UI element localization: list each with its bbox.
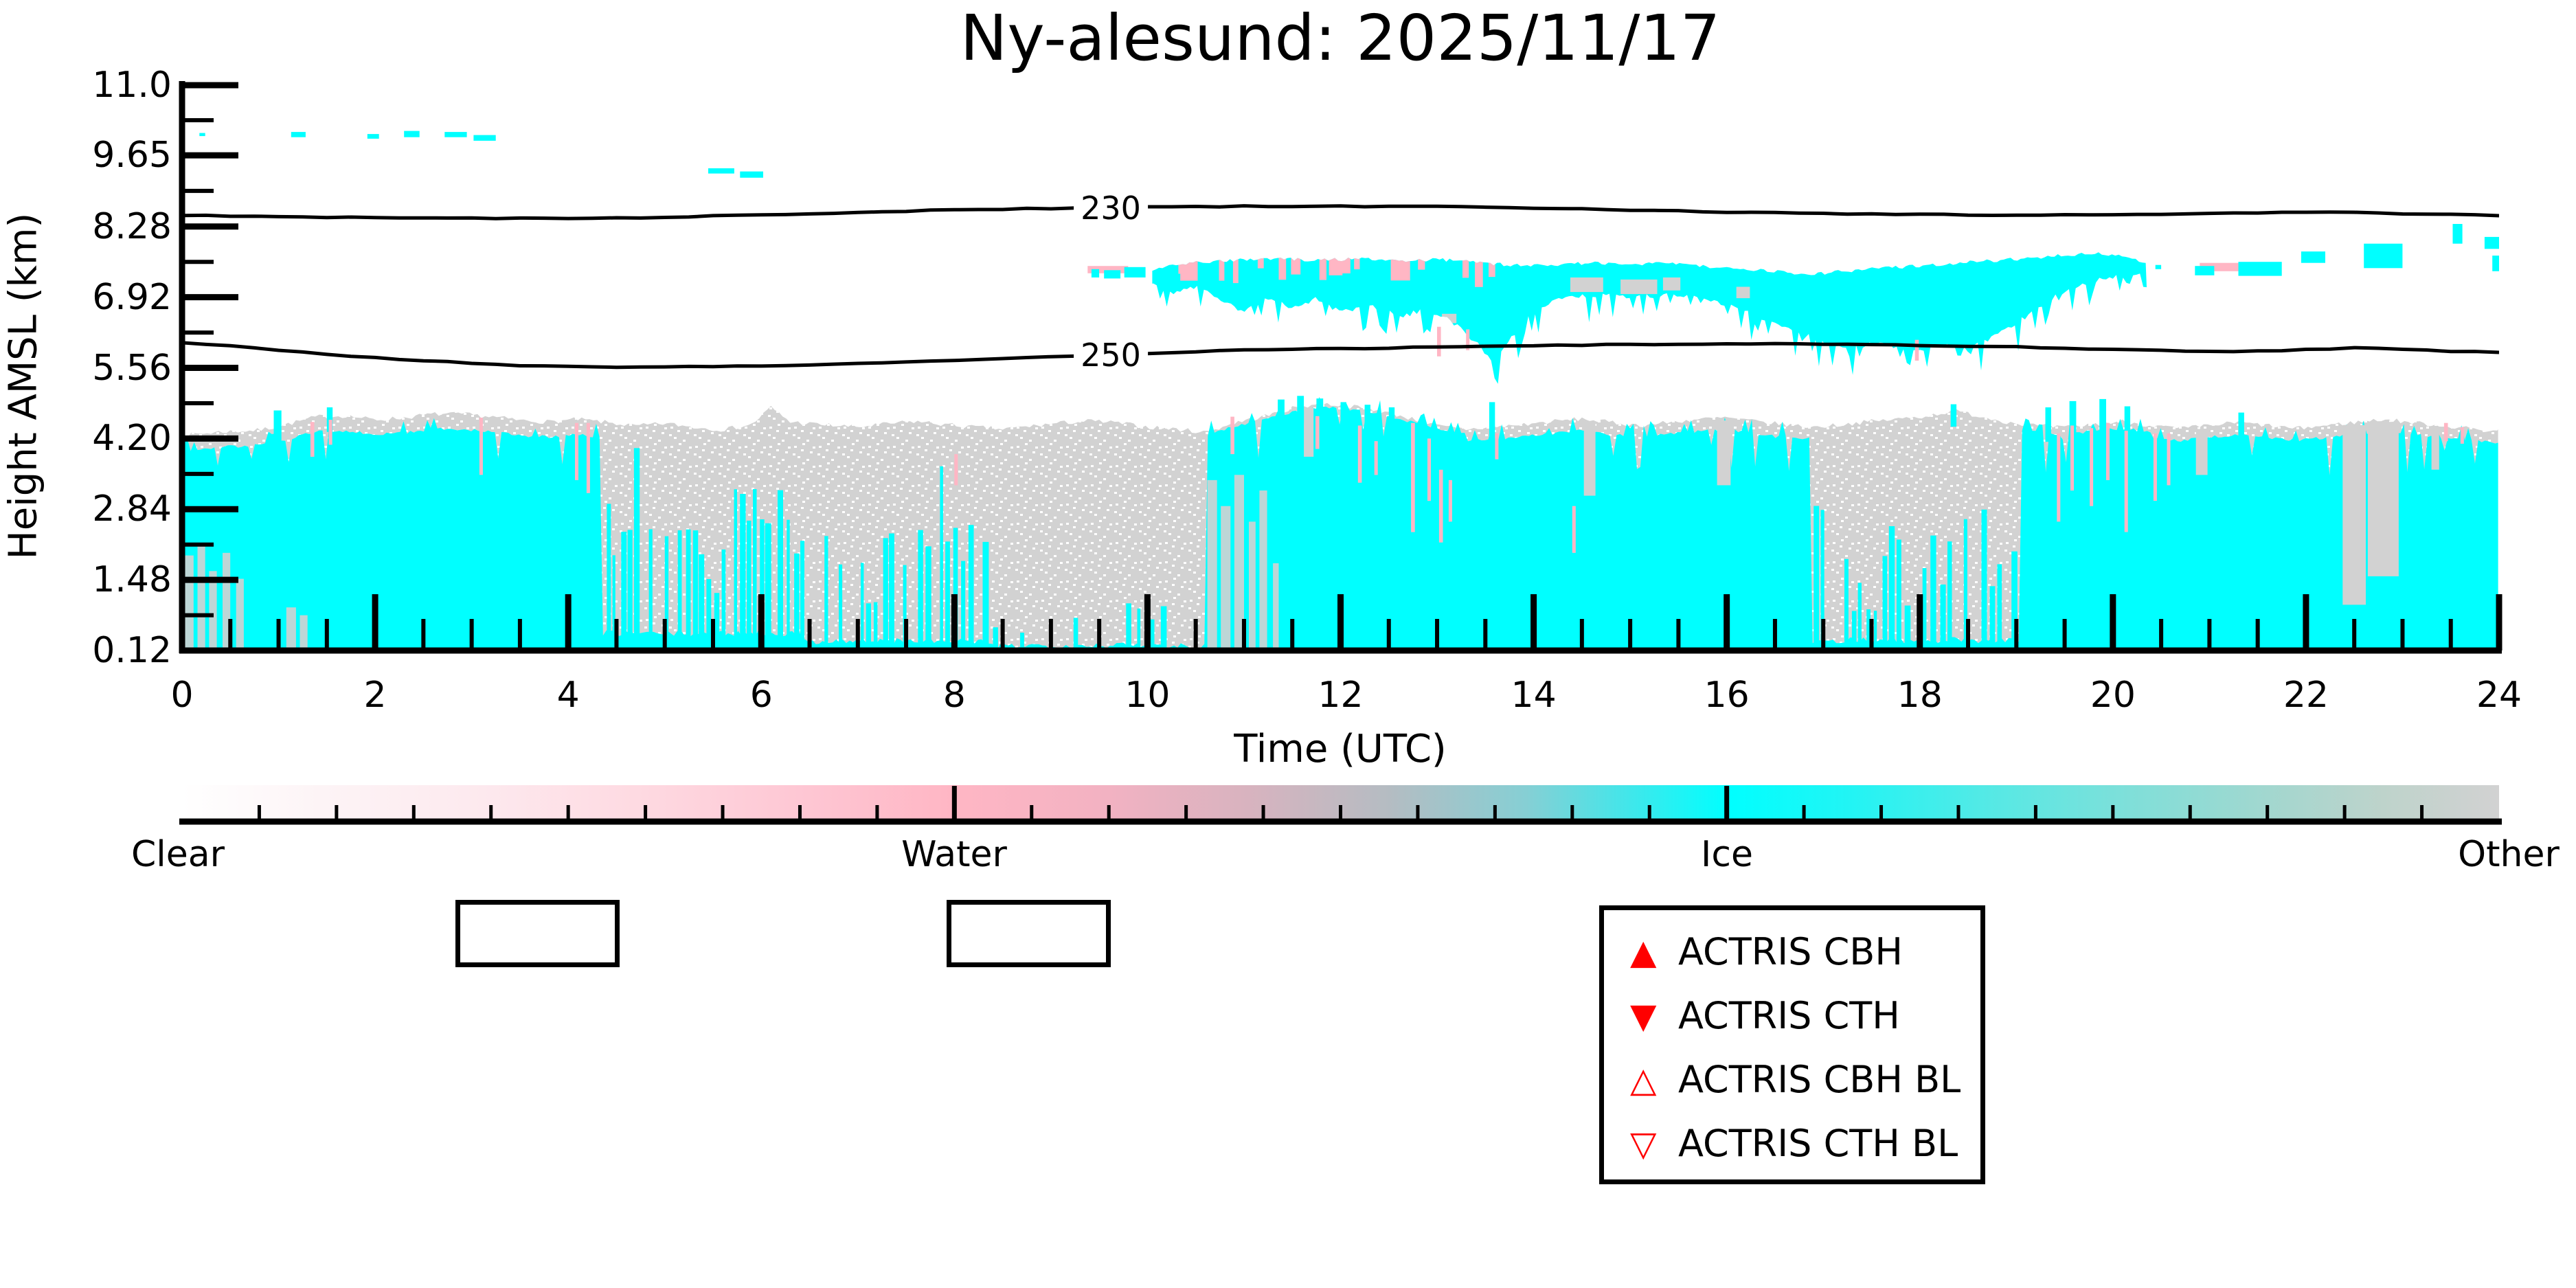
plot-title: Ny-alesund: 2025/11/17 (960, 1, 1721, 75)
y-tick-label-9.65: 9.65 (92, 135, 172, 177)
contour-label-230: 230 (1074, 190, 1148, 227)
legend-item-actris-cth: ▼ ACTRIS CTH (1630, 984, 1980, 1048)
x-tick-label-10: 10 (1125, 675, 1171, 716)
triangle-down-filled-icon: ▼ (1630, 995, 1657, 1036)
y-tick-label-0.12: 0.12 (92, 630, 172, 671)
cloud-field (183, 131, 2499, 651)
legend-item-actris-cbh: ▲ ACTRIS CBH (1630, 920, 1980, 984)
x-tick-label-6: 6 (749, 675, 773, 716)
x-tick-label-0: 0 (170, 675, 194, 716)
temp-contour-230 (182, 204, 2499, 221)
ice-streak-columns (607, 448, 2018, 651)
temp-contour-250 (182, 341, 2499, 370)
x-tick-label-8: 8 (942, 675, 966, 716)
x-tick-label-24: 24 (2476, 675, 2522, 716)
x-tick-label-20: 20 (2090, 675, 2136, 716)
colorbar-label-ice: Ice (1701, 834, 1753, 875)
mid-cloud-fragments (199, 131, 2499, 361)
axes (179, 81, 2502, 654)
other-columns (185, 408, 2439, 651)
x-tick-label-22: 22 (2283, 675, 2329, 716)
y-tick-label-2.84: 2.84 (92, 488, 172, 530)
mid-cloud-ice-region (1152, 252, 2147, 384)
low-cloud-ice-region (183, 396, 2498, 651)
legend-item-label: ACTRIS CTH BL (1678, 1122, 1958, 1165)
y-tick-label-11.0: 11.0 (92, 65, 172, 106)
empty-legend-box-2 (947, 900, 1111, 967)
x-axis-label: Time (UTC) (1234, 727, 1447, 771)
legend-item-actris-cth-bl: ▽ ACTRIS CTH BL (1630, 1111, 1980, 1175)
triangle-down-open-icon: ▽ (1630, 1123, 1657, 1164)
y-tick-label-5.56: 5.56 (92, 347, 172, 389)
colorbar-label-clear: Clear (131, 834, 225, 875)
triangle-up-open-icon: △ (1630, 1059, 1657, 1100)
ice-spikes (273, 396, 2244, 443)
empty-legend-box-1 (455, 900, 620, 967)
colorbar (179, 785, 2502, 825)
x-tick-label-16: 16 (1704, 675, 1750, 716)
x-tick-label-18: 18 (1897, 675, 1943, 716)
temperature-contours (182, 204, 2499, 370)
water-streaks (310, 416, 2464, 553)
y-tick-label-4.20: 4.20 (92, 418, 172, 460)
x-tick-label-2: 2 (363, 675, 387, 716)
legend-item-actris-cbh-bl: △ ACTRIS CBH BL (1630, 1048, 1980, 1111)
contour-label-250: 250 (1074, 337, 1148, 374)
y-axis-label: Height AMSL (km) (1, 212, 46, 560)
y-tick-label-8.28: 8.28 (92, 205, 172, 247)
triangle-up-filled-icon: ▲ (1630, 931, 1657, 972)
x-tick-label-14: 14 (1511, 675, 1557, 716)
x-tick-label-12: 12 (1318, 675, 1364, 716)
legend-item-label: ACTRIS CTH (1678, 994, 1900, 1037)
legend-item-label: ACTRIS CBH BL (1678, 1058, 1961, 1101)
y-tick-label-6.92: 6.92 (92, 276, 172, 318)
x-tick-label-4: 4 (556, 675, 580, 716)
y-tick-label-1.48: 1.48 (92, 559, 172, 601)
legend-item-label: ACTRIS CBH (1678, 930, 1903, 973)
colorbar-label-other: Other (2458, 834, 2560, 875)
actris-legend: ▲ ACTRIS CBH ▼ ACTRIS CTH △ ACTRIS CBH BL ▽ ACT… (1599, 905, 1985, 1184)
colorbar-label-water: Water (901, 834, 1007, 875)
